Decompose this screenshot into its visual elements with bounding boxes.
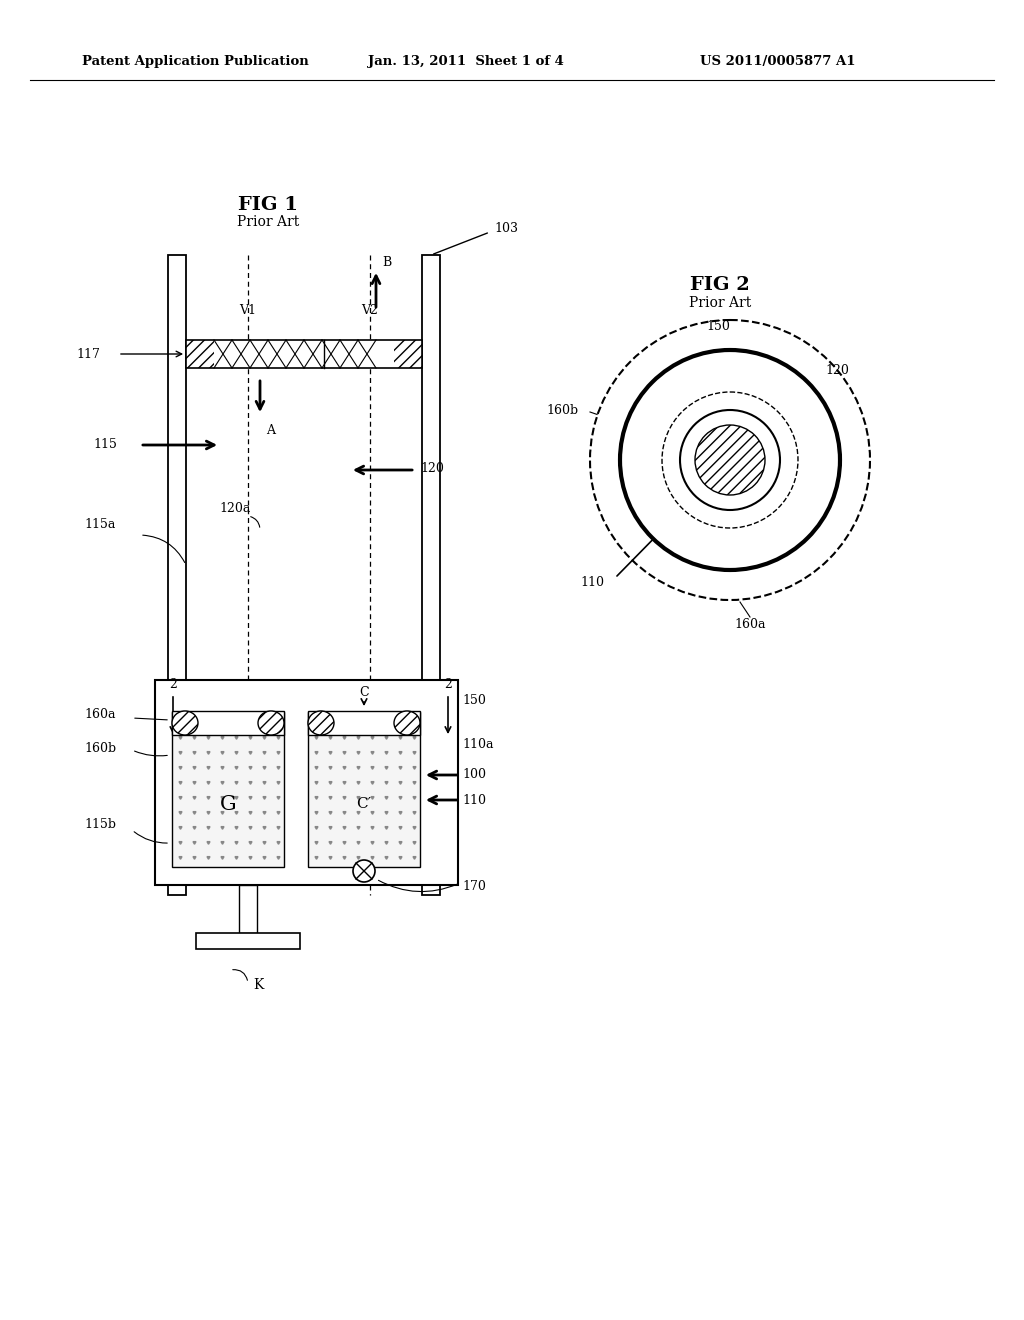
Bar <box>168 255 186 895</box>
Text: 120a: 120a <box>219 502 251 515</box>
Text: 110: 110 <box>462 793 486 807</box>
Text: US 2011/0005877 A1: US 2011/0005877 A1 <box>700 55 855 69</box>
Text: 110: 110 <box>580 576 604 589</box>
Bar <box>422 255 440 895</box>
Text: 115: 115 <box>93 438 117 451</box>
Text: V2: V2 <box>361 304 379 317</box>
Circle shape <box>662 392 798 528</box>
Circle shape <box>590 319 870 601</box>
Text: V1: V1 <box>240 304 256 317</box>
Text: 115a: 115a <box>84 519 116 532</box>
Bar <box>172 711 284 735</box>
Bar <box>308 711 420 735</box>
Text: Jan. 13, 2011  Sheet 1 of 4: Jan. 13, 2011 Sheet 1 of 4 <box>368 55 564 69</box>
Ellipse shape <box>308 711 334 735</box>
Ellipse shape <box>258 711 284 735</box>
Text: 117: 117 <box>76 347 100 360</box>
Text: 100: 100 <box>462 768 486 781</box>
Circle shape <box>695 425 765 495</box>
Text: 160b: 160b <box>546 404 579 417</box>
Bar <box>155 680 458 884</box>
Text: 170: 170 <box>462 879 485 892</box>
Bar <box>308 711 420 867</box>
Ellipse shape <box>172 711 198 735</box>
Text: 150: 150 <box>707 319 730 333</box>
Bar <box>196 933 300 949</box>
Bar <box>172 711 284 867</box>
Text: 150: 150 <box>462 693 485 706</box>
Text: 103: 103 <box>494 223 518 235</box>
Text: C′: C′ <box>356 797 372 810</box>
Circle shape <box>353 861 375 882</box>
Text: A: A <box>266 424 275 437</box>
Text: Patent Application Publication: Patent Application Publication <box>82 55 309 69</box>
Text: 160a: 160a <box>734 619 766 631</box>
Text: 160a: 160a <box>84 709 116 722</box>
Bar <box>239 884 257 933</box>
Text: Prior Art: Prior Art <box>237 215 299 228</box>
Text: 160b: 160b <box>84 742 116 755</box>
Circle shape <box>680 411 780 510</box>
Text: FIG 2: FIG 2 <box>690 276 750 294</box>
Bar <box>186 341 214 368</box>
Text: 2: 2 <box>169 677 177 690</box>
Ellipse shape <box>394 711 420 735</box>
Text: 120: 120 <box>420 462 443 474</box>
Bar <box>394 341 422 368</box>
Text: 110a: 110a <box>462 738 494 751</box>
Text: B: B <box>382 256 391 269</box>
Text: FIG 1: FIG 1 <box>238 195 298 214</box>
Text: 120: 120 <box>825 363 849 376</box>
Text: Prior Art: Prior Art <box>689 296 752 310</box>
Circle shape <box>620 350 840 570</box>
Text: C: C <box>359 686 369 700</box>
Text: 2: 2 <box>444 677 452 690</box>
Text: K: K <box>253 978 263 993</box>
Text: 115b: 115b <box>84 818 116 832</box>
Text: G: G <box>220 795 237 813</box>
Bar <box>186 341 422 368</box>
